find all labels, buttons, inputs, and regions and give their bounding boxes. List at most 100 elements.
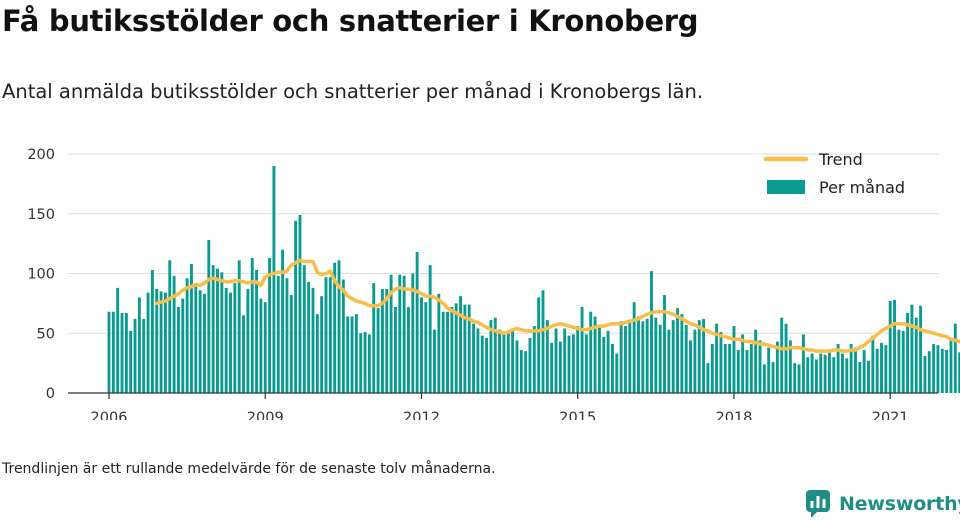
bar bbox=[715, 323, 719, 393]
bar bbox=[176, 306, 180, 393]
bar bbox=[159, 291, 163, 393]
bar bbox=[710, 344, 714, 393]
bar bbox=[637, 316, 640, 393]
footnote: Trendlinjen är ett rullande medelvärde f… bbox=[2, 461, 496, 477]
bar bbox=[259, 298, 263, 393]
bar bbox=[372, 283, 376, 393]
bar bbox=[190, 263, 193, 393]
bar bbox=[198, 290, 202, 393]
bar bbox=[402, 275, 406, 393]
bar bbox=[111, 311, 115, 393]
bar bbox=[268, 257, 272, 393]
bar bbox=[632, 302, 636, 393]
bar bbox=[719, 332, 723, 393]
bar bbox=[567, 335, 571, 393]
bar bbox=[697, 320, 701, 393]
bar bbox=[502, 332, 506, 393]
bar bbox=[801, 334, 805, 393]
bar bbox=[242, 315, 245, 393]
bar bbox=[593, 316, 597, 393]
bar bbox=[671, 320, 675, 393]
x-tick-label: 2009 bbox=[247, 410, 284, 420]
bar bbox=[728, 344, 732, 393]
bar bbox=[511, 329, 515, 393]
newsworthy-logo-icon bbox=[806, 490, 830, 518]
bar bbox=[945, 349, 949, 393]
bar bbox=[142, 318, 146, 393]
bar bbox=[380, 289, 384, 393]
x-tick-label: 2006 bbox=[91, 410, 128, 420]
bar bbox=[194, 286, 198, 393]
bar bbox=[385, 289, 389, 393]
bar bbox=[884, 345, 888, 393]
bar bbox=[797, 364, 801, 393]
bar bbox=[676, 308, 679, 393]
bar bbox=[203, 293, 206, 393]
bar bbox=[250, 257, 254, 393]
bar bbox=[515, 340, 519, 393]
chart-subtitle: Antal anmälda butiksstölder och snatteri… bbox=[2, 80, 704, 103]
bar bbox=[168, 260, 172, 393]
bar bbox=[407, 306, 410, 393]
bar bbox=[754, 329, 758, 393]
bar bbox=[806, 357, 810, 393]
bar bbox=[302, 265, 306, 393]
bar bbox=[246, 289, 250, 393]
bar bbox=[862, 349, 866, 393]
bar bbox=[276, 275, 280, 393]
brand-logo[interactable]: Newsworthy bbox=[805, 489, 960, 519]
trend-series bbox=[154, 258, 960, 353]
bar bbox=[832, 357, 836, 393]
bar bbox=[736, 349, 740, 393]
bar bbox=[524, 351, 528, 393]
bar bbox=[823, 354, 827, 393]
bar bbox=[107, 311, 111, 393]
bar bbox=[233, 283, 237, 393]
bar bbox=[411, 273, 415, 393]
bar bbox=[663, 295, 666, 393]
bar bbox=[741, 334, 745, 393]
bar bbox=[150, 269, 154, 393]
bar bbox=[793, 363, 797, 394]
bar bbox=[940, 348, 944, 393]
bar bbox=[780, 317, 784, 393]
bar bbox=[576, 326, 580, 393]
bar bbox=[224, 287, 228, 393]
bar bbox=[693, 329, 697, 393]
bar bbox=[467, 304, 471, 393]
bar bbox=[610, 344, 614, 393]
y-tick-label: 0 bbox=[46, 386, 55, 402]
bar bbox=[424, 302, 428, 393]
bar bbox=[650, 271, 653, 393]
bar bbox=[459, 296, 462, 393]
bar bbox=[129, 330, 133, 393]
bar bbox=[320, 296, 324, 393]
bar bbox=[554, 328, 558, 393]
bar bbox=[658, 324, 662, 393]
bar bbox=[220, 272, 224, 393]
legend: Trend Per månad bbox=[763, 150, 905, 197]
bar bbox=[489, 320, 493, 393]
bar bbox=[732, 326, 736, 393]
bar bbox=[450, 306, 454, 393]
monthly-bars bbox=[107, 165, 960, 394]
bar bbox=[841, 353, 844, 393]
bar bbox=[563, 328, 567, 393]
bar bbox=[398, 274, 402, 393]
bar bbox=[328, 277, 332, 393]
bar bbox=[602, 336, 606, 393]
bar bbox=[958, 352, 960, 393]
bar bbox=[619, 321, 623, 393]
bar bbox=[949, 340, 953, 393]
bar bbox=[836, 344, 840, 393]
bar bbox=[163, 292, 167, 393]
bar bbox=[255, 269, 259, 393]
bar bbox=[229, 292, 232, 393]
bar bbox=[767, 347, 771, 393]
bar bbox=[641, 321, 645, 393]
bar bbox=[181, 298, 185, 393]
y-tick-label: 100 bbox=[27, 267, 55, 283]
bar bbox=[528, 338, 532, 393]
bar bbox=[472, 323, 476, 393]
bar bbox=[237, 260, 241, 393]
